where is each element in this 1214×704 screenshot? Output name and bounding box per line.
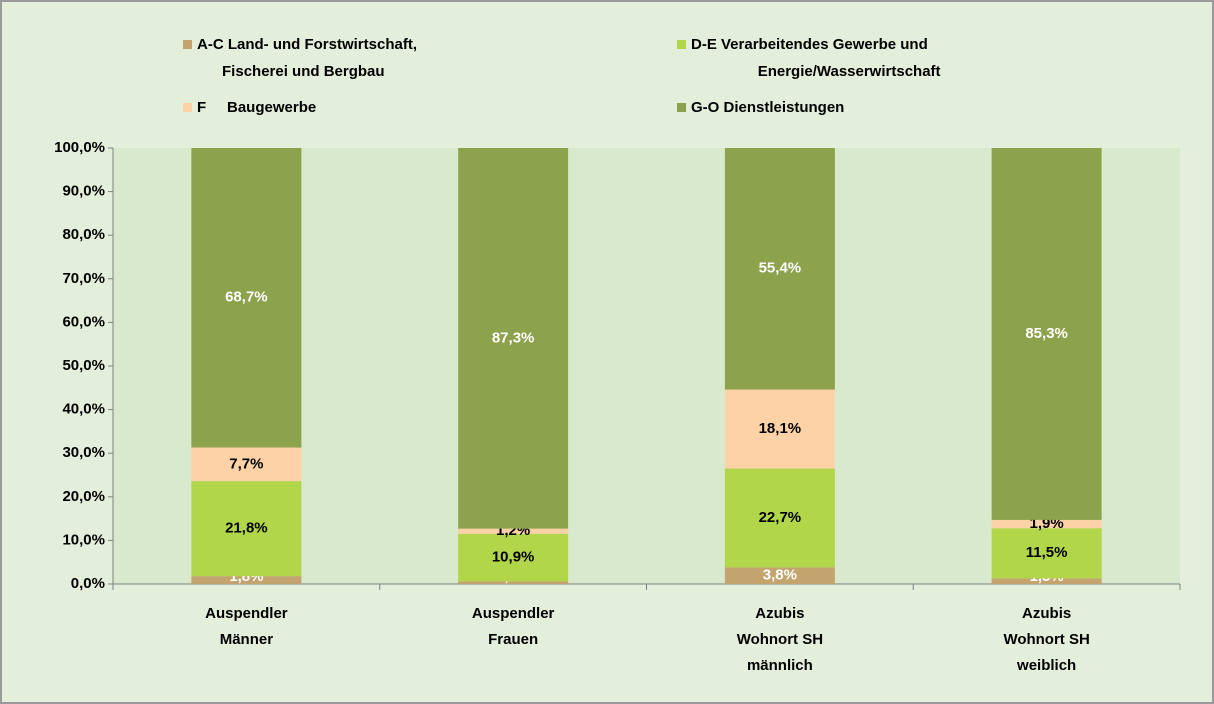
data-label: 10,9% [492,549,535,566]
legend-swatch [677,103,686,112]
x-tick-label: Azubis Wohnort SH weiblich [1003,605,1090,674]
data-label: 68,7% [225,289,268,306]
y-tick-label: 80,0% [62,226,105,243]
bar-segment [991,528,1102,579]
y-tick-label: 40,0% [62,401,105,418]
legend-label: F Baugewerbe [197,99,317,116]
legend-label: D-E Verarbeitendes Gewerbe und Energie/W… [691,36,941,80]
bar-segment [191,576,302,584]
data-label: 22,7% [759,509,802,526]
bar-segment [458,581,569,584]
bar-segment [458,148,569,529]
bar-segment [458,528,569,534]
y-tick-label: 70,0% [62,270,105,287]
y-tick-label: 20,0% [62,488,105,505]
bar-segment [991,519,1102,529]
legend-swatch [183,40,192,49]
legend-swatch [677,40,686,49]
y-tick-label: 100,0% [54,139,105,156]
x-tick-label: Auspendler Frauen [471,605,555,648]
y-tick-label: 90,0% [62,183,105,200]
bar-segment [724,389,835,469]
y-tick-label: 60,0% [62,313,105,330]
data-label: 3,8% [763,567,797,584]
data-label: 18,1% [759,420,802,437]
bar-segment [191,148,302,448]
data-label: 85,3% [1025,325,1068,342]
legend-label: A-C Land- und Forstwirtschaft, Fischerei… [197,36,417,80]
bar-segment [191,481,302,577]
legend-label: G-O Dienstleistungen [691,99,845,116]
bar-segment [724,567,835,584]
y-tick-label: 0,0% [71,575,105,592]
bar-segment [724,468,835,568]
y-tick-label: 30,0% [62,444,105,461]
data-label: 87,3% [492,329,535,346]
y-tick-label: 50,0% [62,357,105,374]
data-label: 7,7% [229,455,263,472]
bar-segment [991,148,1102,520]
x-tick-label: Azubis Wohnort SH männlich [736,605,824,674]
data-label: 21,8% [225,520,268,537]
x-tick-label: Auspendler Männer [205,605,288,648]
bar-segment [724,148,835,390]
legend-swatch [183,103,192,112]
bar-segment [458,533,569,582]
bar-segment [191,447,302,482]
data-label: 11,5% [1026,544,1068,561]
y-tick-label: 10,0% [62,531,105,548]
data-label: 55,4% [759,260,802,277]
bar-segment [991,578,1102,584]
